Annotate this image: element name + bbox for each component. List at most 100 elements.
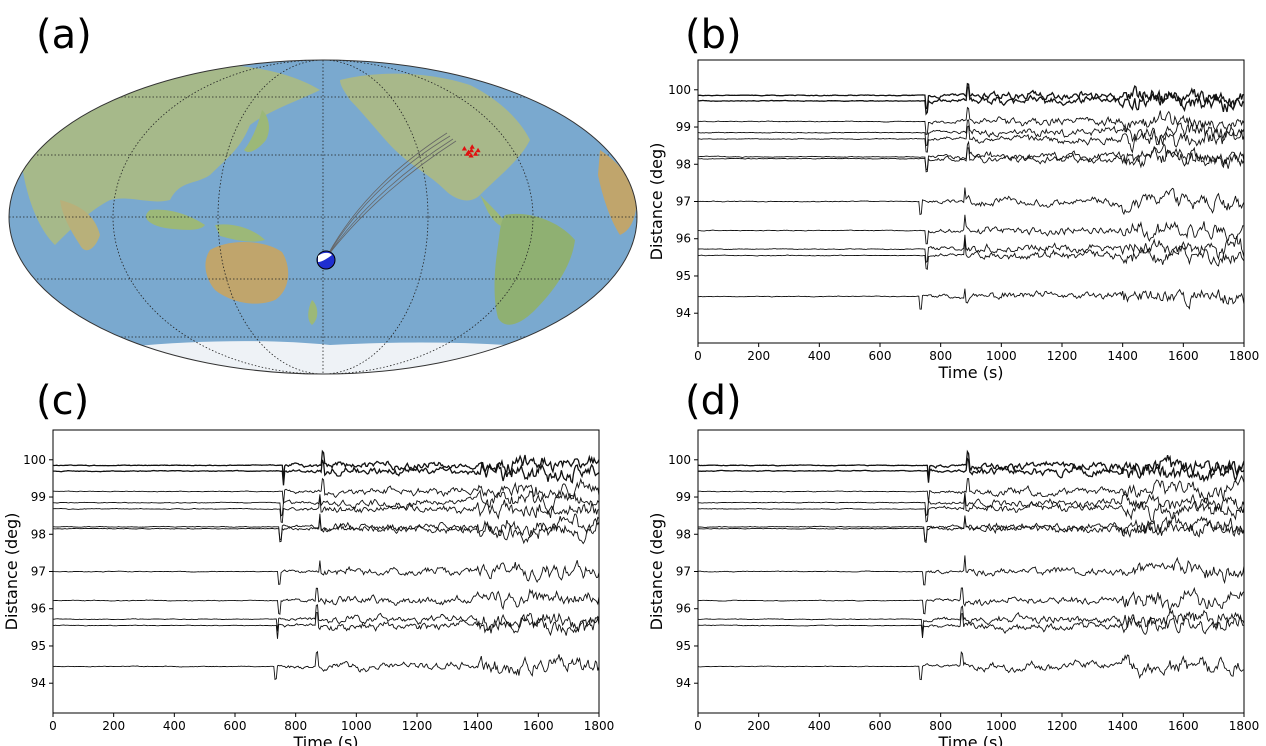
- y-tick-label: 96: [676, 602, 691, 616]
- seismic-trace: [53, 650, 599, 681]
- land-japan: [244, 110, 269, 152]
- x-tick-label: 0: [694, 349, 702, 363]
- seismic-trace: [698, 496, 1244, 523]
- panel-letter-d: (d): [685, 378, 742, 424]
- x-tick-label: 1000: [986, 349, 1017, 363]
- x-tick-label: 1600: [523, 719, 554, 733]
- x-tick-label: 1800: [1229, 719, 1260, 733]
- traces: [53, 449, 599, 681]
- panel-letter-b: (b): [685, 12, 742, 58]
- x-axis-label: Time (s): [292, 733, 358, 746]
- y-tick-label: 95: [676, 269, 691, 283]
- y-tick-label: 98: [676, 527, 691, 541]
- y-tick-label: 97: [676, 195, 691, 209]
- x-tick-label: 1600: [1168, 349, 1199, 363]
- seismic-trace: [698, 187, 1244, 216]
- map-graticule: [9, 60, 637, 374]
- y-tick-label: 100: [23, 453, 46, 467]
- seismic-trace: [698, 125, 1244, 154]
- y-tick-label: 97: [676, 565, 691, 579]
- seismic-trace: [698, 288, 1244, 310]
- seismic-trace: [698, 474, 1244, 504]
- seismic-trace: [698, 514, 1244, 544]
- y-tick-label: 94: [676, 676, 691, 690]
- seismic-trace: [698, 234, 1244, 264]
- land-africa-edge: [598, 150, 637, 235]
- seismic-trace: [698, 605, 1244, 634]
- station-marker: [461, 145, 468, 151]
- x-tick-label: 1400: [462, 719, 493, 733]
- station-markers: [461, 144, 481, 158]
- seismic-trace: [698, 456, 1244, 483]
- seismic-trace: [53, 604, 599, 633]
- seismic-trace: [53, 517, 599, 545]
- seismic-trace: [53, 612, 599, 639]
- x-tick-label: 600: [869, 349, 892, 363]
- x-tick-label: 400: [808, 349, 831, 363]
- station-marker: [473, 151, 479, 156]
- seismogram-panel-c: 0 200 400 600 800 1000 1200 1400 1600 1800 94 95 96 9…: [2, 429, 615, 746]
- y-tick-label: 95: [676, 639, 691, 653]
- seismic-trace: [53, 477, 599, 505]
- x-tick-label: 1200: [402, 719, 433, 733]
- world-map: [8, 59, 638, 375]
- y-tick-label: 99: [31, 490, 46, 504]
- y-tick-label: 96: [31, 602, 46, 616]
- x-tick-label: 600: [869, 719, 892, 733]
- land-south-america: [494, 213, 575, 325]
- x-tick-label: 200: [747, 349, 770, 363]
- seismic-trace: [698, 82, 1244, 111]
- x-tick-label: 1000: [341, 719, 372, 733]
- y-tick-label: 96: [676, 232, 691, 246]
- y-tick-label: 99: [676, 490, 691, 504]
- map-outline: [8, 59, 638, 375]
- x-tick-label: 1800: [584, 719, 615, 733]
- station-marker: [468, 147, 475, 153]
- y-tick-label: 94: [31, 676, 46, 690]
- station-marker: [468, 152, 474, 158]
- land-indonesia: [145, 209, 265, 242]
- y-tick-label: 98: [31, 527, 46, 541]
- traces: [698, 82, 1244, 310]
- land-india: [60, 200, 100, 251]
- panel-letter-a: (a): [36, 12, 92, 58]
- x-tick-label: 200: [102, 719, 125, 733]
- x-tick-label: 800: [929, 349, 952, 363]
- seismic-trace: [698, 214, 1244, 245]
- seismic-trace: [698, 492, 1244, 517]
- seismic-trace: [698, 106, 1244, 135]
- seismic-trace: [53, 489, 599, 517]
- seismic-trace: [698, 239, 1244, 271]
- seismic-trace: [53, 513, 599, 541]
- x-tick-label: 400: [808, 719, 831, 733]
- seismic-trace: [53, 560, 599, 585]
- x-tick-label: 1000: [986, 719, 1017, 733]
- x-tick-label: 400: [163, 719, 186, 733]
- seismic-trace: [53, 587, 599, 615]
- y-tick-label: 99: [676, 120, 691, 134]
- x-tick-label: 0: [49, 719, 57, 733]
- x-tick-label: 1200: [1047, 349, 1078, 363]
- seismic-trace: [53, 449, 599, 479]
- seismic-trace: [698, 449, 1244, 480]
- land-central-america: [480, 195, 508, 227]
- x-tick-label: 1600: [1168, 719, 1199, 733]
- x-tick-label: 200: [747, 719, 770, 733]
- x-tick-label: 1800: [1229, 349, 1260, 363]
- x-tick-label: 1400: [1107, 719, 1138, 733]
- station-marker: [464, 151, 470, 156]
- seismic-trace: [698, 555, 1244, 586]
- y-tick-label: 97: [31, 565, 46, 579]
- seismic-trace: [698, 612, 1244, 639]
- seismogram-panel-b: 0 200 400 600 800 1000 1200 1400 1600 1800 94 95 96 9…: [647, 59, 1260, 382]
- y-tick-label: 95: [31, 639, 46, 653]
- y-axis-label: Distance (deg): [647, 143, 666, 261]
- y-axis-label: Distance (deg): [2, 513, 21, 631]
- traces: [698, 449, 1244, 681]
- ray-paths: [325, 132, 457, 259]
- seismic-trace: [53, 496, 599, 524]
- x-tick-label: 1400: [1107, 349, 1138, 363]
- station-marker: [475, 147, 481, 153]
- seismic-trace: [53, 459, 599, 486]
